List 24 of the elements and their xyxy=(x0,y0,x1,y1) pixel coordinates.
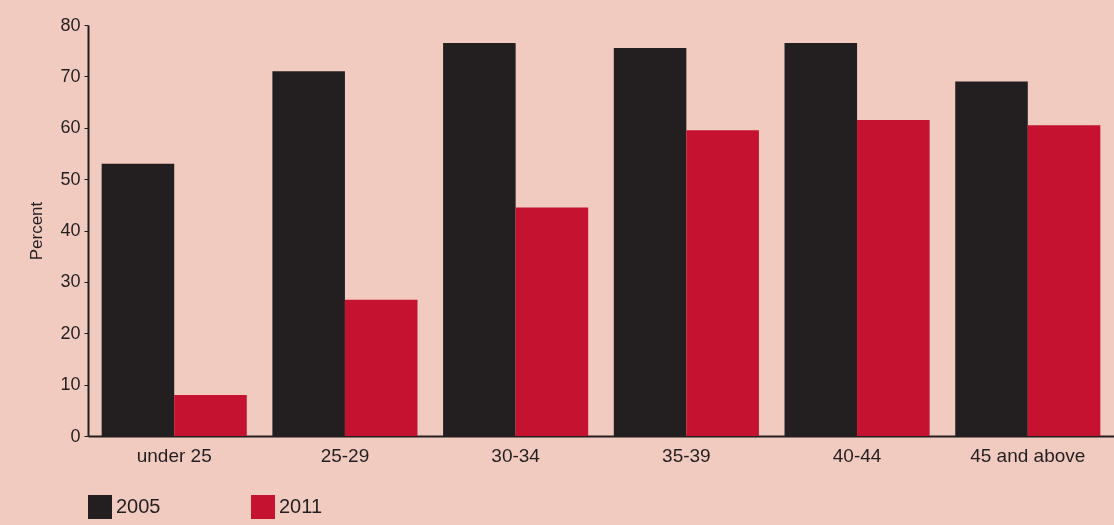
legend-label: 2005 xyxy=(116,495,161,517)
y-tick-label: 80 xyxy=(60,14,81,35)
y-tick-label: 0 xyxy=(70,425,81,446)
bar xyxy=(1027,125,1101,436)
x-tick-label: 25-29 xyxy=(320,444,370,466)
x-tick-label: 40-44 xyxy=(832,444,882,466)
x-tick-label: 30-34 xyxy=(491,444,541,466)
x-tick-label: 35-39 xyxy=(662,444,711,466)
legend-label: 2011 xyxy=(279,495,323,517)
x-tick-label: under 25 xyxy=(136,444,212,466)
y-tick-label: 70 xyxy=(60,65,81,86)
bar xyxy=(686,130,759,436)
y-tick-label: 30 xyxy=(60,271,81,292)
y-tick-label: 20 xyxy=(60,322,81,343)
y-axis-title: Percent xyxy=(27,201,47,261)
bar xyxy=(515,207,589,436)
y-tick-label: 60 xyxy=(60,117,81,138)
bar xyxy=(174,394,247,436)
bar xyxy=(344,299,418,436)
y-tick-label: 10 xyxy=(60,374,81,395)
y-tick-label: 50 xyxy=(60,168,81,189)
x-tick-label: 45 and above xyxy=(970,444,1086,466)
bar xyxy=(857,120,930,436)
y-tick-label: 40 xyxy=(60,220,81,240)
